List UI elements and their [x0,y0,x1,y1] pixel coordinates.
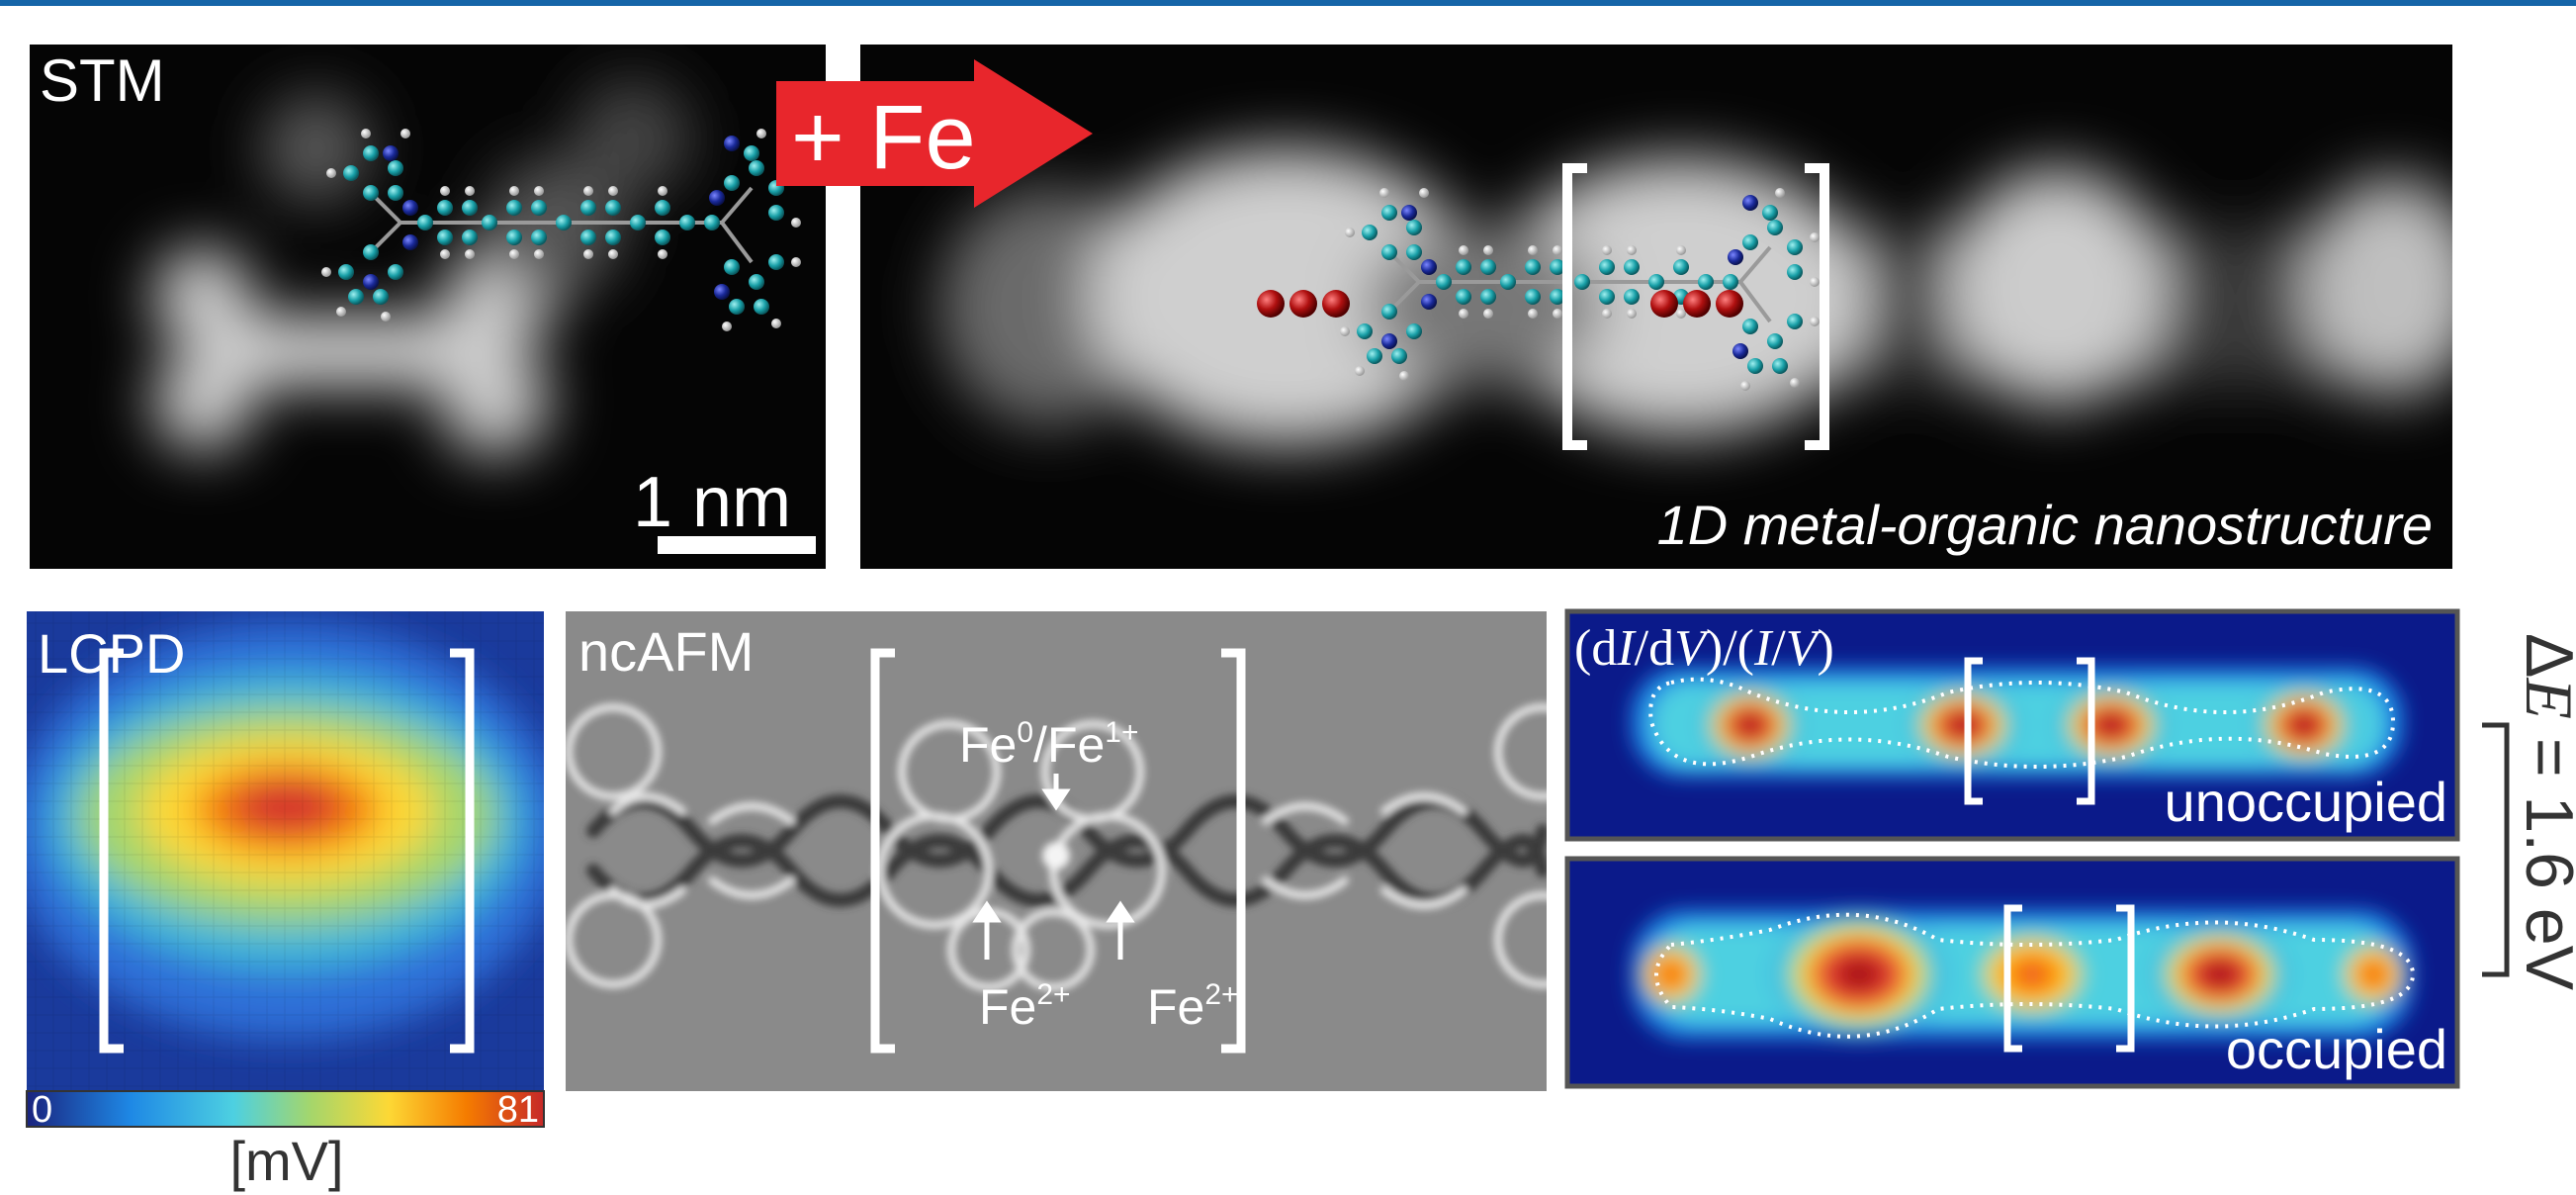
ncafm-label: ncAFM [578,620,754,683]
colorbar [26,1090,545,1128]
arrow-label: + Fe [791,87,976,188]
occupied-label: occupied [2226,1018,2447,1080]
fe-atoms-right [1650,290,1743,318]
colorbar-unit: [mV] [229,1130,343,1192]
lcpd-panel: LCPD [27,611,544,1091]
colorbar-max: 81 [497,1089,539,1131]
unoccupied-label: unoccupied [2165,771,2447,833]
ncafm-bracket-right [1221,648,1246,1054]
fe2-right-annotation: Fe2+ [1147,978,1239,1035]
scale-bar [658,536,816,554]
unit-cell-bracket-right [1805,163,1829,450]
didv-unoccupied-panel: (dI/dV)/(I/V) unoccupied [1564,608,2460,842]
didv-occupied-panel: occupied [1564,856,2460,1089]
didv-title: (dI/dV)/(I/V) [1574,620,1834,677]
stm-label: STM [40,47,165,114]
fe2-left-annotation: Fe2+ [979,978,1071,1035]
chain-caption: 1D metal-organic nanostructure [1657,494,2433,556]
lcpd-bracket-right [450,648,475,1054]
plus-fe-arrow: + Fe [776,59,1093,208]
energy-gap-bracket [2482,722,2510,977]
fe-atoms-left [1257,290,1350,318]
unit-cell-bracket-left [1562,163,1587,450]
chain-panel: 1D metal-organic nanostructure [860,45,2452,569]
ncafm-bracket-left [870,648,895,1054]
fe0-fe1-annotation: Fe0/Fe1+ [959,716,1139,773]
scale-bar-label: 1 nm [633,463,791,542]
colorbar-min: 0 [32,1089,52,1131]
lcpd-bracket-left [99,648,124,1054]
energy-gap-label: ΔE = 1.6 eV [2512,633,2576,991]
ball-and-stick-molecule [321,129,801,331]
header-rule [0,0,2576,6]
ncafm-panel: ncAFM Fe0/Fe1+ Fe2+ Fe2+ [566,611,1547,1091]
stm-panel: STM 1 nm [30,45,826,569]
